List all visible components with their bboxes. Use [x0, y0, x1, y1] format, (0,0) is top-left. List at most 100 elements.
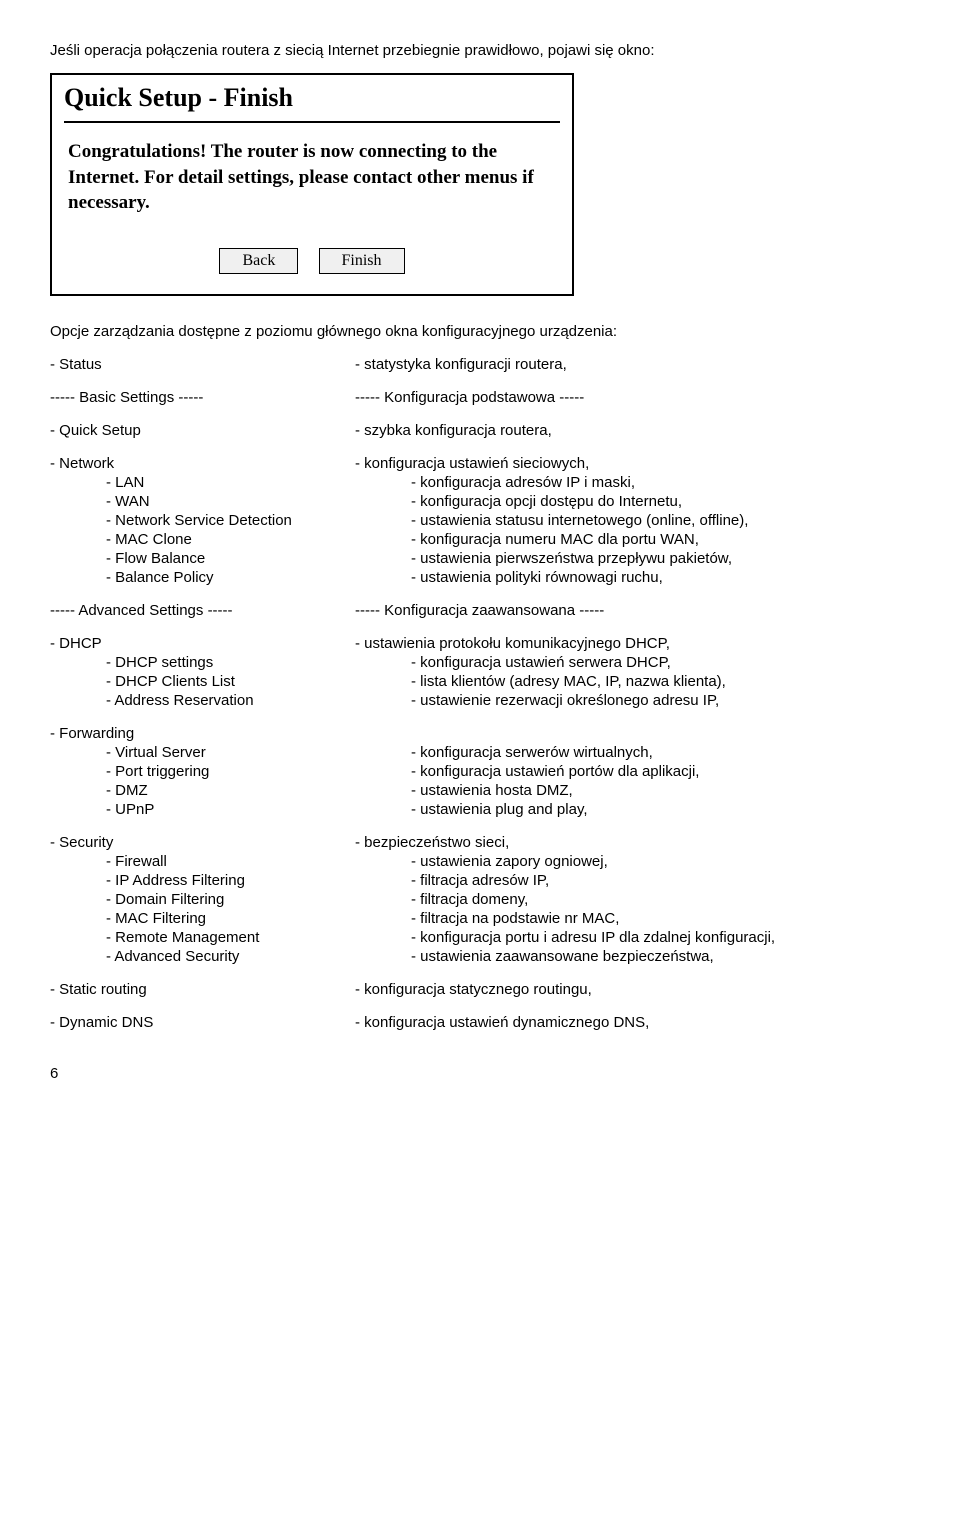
- option-right: - konfiguracja opcji dostępu do Internet…: [411, 493, 910, 510]
- page-number: 6: [50, 1065, 910, 1082]
- option-row: ----- Advanced Settings ---------- Konfi…: [50, 602, 910, 619]
- option-row: - UPnP- ustawienia plug and play,: [50, 801, 910, 818]
- option-row: - Balance Policy- ustawienia polityki ró…: [50, 569, 910, 586]
- options-intro-text: Opcje zarządzania dostępne z poziomu głó…: [50, 321, 910, 342]
- option-left: - Remote Management: [50, 929, 411, 946]
- option-row: - Static routing- konfiguracja statyczne…: [50, 981, 910, 998]
- section-gap: [50, 967, 910, 981]
- option-row: - DMZ- ustawienia hosta DMZ,: [50, 782, 910, 799]
- option-left: - DHCP Clients List: [50, 673, 411, 690]
- option-row: - Network Service Detection- ustawienia …: [50, 512, 910, 529]
- option-row: - MAC Filtering- filtracja na podstawie …: [50, 910, 910, 927]
- option-left: - UPnP: [50, 801, 411, 818]
- option-right: - konfiguracja ustawień serwera DHCP,: [411, 654, 910, 671]
- option-row: - DHCP- ustawienia protokołu komunikacyj…: [50, 635, 910, 652]
- option-left: - Forwarding: [50, 725, 355, 742]
- option-row: - LAN- konfiguracja adresów IP i maski,: [50, 474, 910, 491]
- option-left: - Status: [50, 356, 355, 373]
- section-gap: [50, 820, 910, 834]
- option-left: - Security: [50, 834, 355, 851]
- option-right: - ustawienia pierwszeństwa przepływu pak…: [411, 550, 910, 567]
- option-row: - Flow Balance- ustawienia pierwszeństwa…: [50, 550, 910, 567]
- option-right: - konfiguracja statycznego routingu,: [355, 981, 910, 998]
- option-right: - konfiguracja ustawień dynamicznego DNS…: [355, 1014, 910, 1031]
- option-row: - DHCP Clients List- lista klientów (adr…: [50, 673, 910, 690]
- option-right: - filtracja adresów IP,: [411, 872, 910, 889]
- option-left: - Network Service Detection: [50, 512, 411, 529]
- option-right: ----- Konfiguracja podstawowa -----: [355, 389, 910, 406]
- option-right: - konfiguracja serwerów wirtualnych,: [411, 744, 910, 761]
- option-left: ----- Advanced Settings -----: [50, 602, 355, 619]
- option-row: - DHCP settings- konfiguracja ustawień s…: [50, 654, 910, 671]
- option-right: - ustawienia statusu internetowego (onli…: [411, 512, 910, 529]
- option-left: - DHCP settings: [50, 654, 411, 671]
- option-row: - Domain Filtering- filtracja domeny,: [50, 891, 910, 908]
- dialog-button-row: Back Finish: [52, 234, 572, 294]
- options-list: - Status- statystyka konfiguracji router…: [50, 356, 910, 1031]
- option-row: - Firewall- ustawienia zapory ogniowej,: [50, 853, 910, 870]
- option-right: - konfiguracja portu i adresu IP dla zda…: [411, 929, 910, 946]
- option-row: - Status- statystyka konfiguracji router…: [50, 356, 910, 373]
- option-right: - ustawienia polityki równowagi ruchu,: [411, 569, 910, 586]
- option-left: - Advanced Security: [50, 948, 411, 965]
- section-gap: [50, 588, 910, 602]
- option-left: - MAC Filtering: [50, 910, 411, 927]
- section-gap: [50, 1000, 910, 1014]
- option-row: - Address Reservation- ustawienie rezerw…: [50, 692, 910, 709]
- dialog-title: Quick Setup - Finish: [52, 75, 572, 117]
- option-right: - konfiguracja ustawień sieciowych,: [355, 455, 910, 472]
- option-right: - ustawienia zapory ogniowej,: [411, 853, 910, 870]
- section-gap: [50, 375, 910, 389]
- finish-button[interactable]: Finish: [319, 248, 405, 274]
- option-row: - Virtual Server- konfiguracja serwerów …: [50, 744, 910, 761]
- option-left: - Balance Policy: [50, 569, 411, 586]
- option-left: - Virtual Server: [50, 744, 411, 761]
- option-right: - konfiguracja adresów IP i maski,: [411, 474, 910, 491]
- option-row: - Advanced Security- ustawienia zaawanso…: [50, 948, 910, 965]
- option-row: - Network- konfiguracja ustawień sieciow…: [50, 455, 910, 472]
- option-row: - Quick Setup- szybka konfiguracja route…: [50, 422, 910, 439]
- option-right: - ustawienia protokołu komunikacyjnego D…: [355, 635, 910, 652]
- option-left: - DMZ: [50, 782, 411, 799]
- option-left: - Quick Setup: [50, 422, 355, 439]
- option-row: - Remote Management- konfiguracja portu …: [50, 929, 910, 946]
- option-row: - Port triggering- konfiguracja ustawień…: [50, 763, 910, 780]
- option-right: - filtracja domeny,: [411, 891, 910, 908]
- option-left: - DHCP: [50, 635, 355, 652]
- option-right: - konfiguracja numeru MAC dla portu WAN,: [411, 531, 910, 548]
- option-right: [355, 725, 910, 742]
- option-right: - ustawienia zaawansowane bezpieczeństwa…: [411, 948, 910, 965]
- option-left: - LAN: [50, 474, 411, 491]
- option-row: - Dynamic DNS- konfiguracja ustawień dyn…: [50, 1014, 910, 1031]
- option-row: - Security- bezpieczeństwo sieci,: [50, 834, 910, 851]
- dialog-body-text: Congratulations! The router is now conne…: [52, 133, 572, 234]
- option-left: - Dynamic DNS: [50, 1014, 355, 1031]
- option-left: ----- Basic Settings -----: [50, 389, 355, 406]
- back-button[interactable]: Back: [219, 248, 298, 274]
- section-gap: [50, 441, 910, 455]
- option-right: - ustawienie rezerwacji określonego adre…: [411, 692, 910, 709]
- option-right: - statystyka konfiguracji routera,: [355, 356, 910, 373]
- option-right: ----- Konfiguracja zaawansowana -----: [355, 602, 910, 619]
- option-left: - Flow Balance: [50, 550, 411, 567]
- option-row: ----- Basic Settings ---------- Konfigur…: [50, 389, 910, 406]
- option-left: - WAN: [50, 493, 411, 510]
- option-right: - bezpieczeństwo sieci,: [355, 834, 910, 851]
- dialog-divider: [64, 121, 560, 123]
- option-right: - ustawienia plug and play,: [411, 801, 910, 818]
- option-row: - WAN- konfiguracja opcji dostępu do Int…: [50, 493, 910, 510]
- option-left: - IP Address Filtering: [50, 872, 411, 889]
- option-row: - MAC Clone- konfiguracja numeru MAC dla…: [50, 531, 910, 548]
- option-left: - Port triggering: [50, 763, 411, 780]
- option-right: - lista klientów (adresy MAC, IP, nazwa …: [411, 673, 910, 690]
- option-left: - Firewall: [50, 853, 411, 870]
- option-left: - Address Reservation: [50, 692, 411, 709]
- section-gap: [50, 711, 910, 725]
- option-right: - szybka konfiguracja routera,: [355, 422, 910, 439]
- option-right: - konfiguracja ustawień portów dla aplik…: [411, 763, 910, 780]
- option-right: - ustawienia hosta DMZ,: [411, 782, 910, 799]
- option-row: - Forwarding: [50, 725, 910, 742]
- section-gap: [50, 408, 910, 422]
- option-right: - filtracja na podstawie nr MAC,: [411, 910, 910, 927]
- quick-setup-dialog: Quick Setup - Finish Congratulations! Th…: [50, 73, 574, 296]
